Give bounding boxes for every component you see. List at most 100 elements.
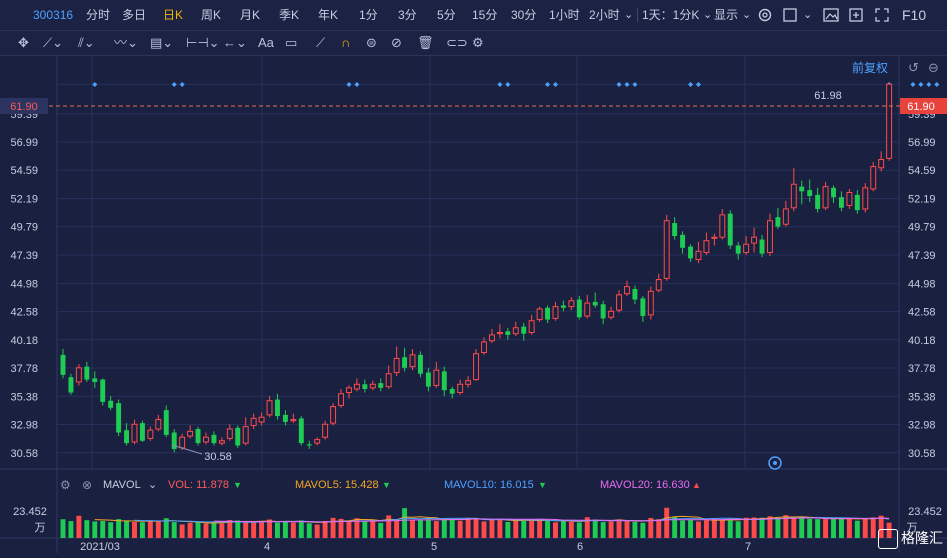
candle[interactable]: [838, 191, 844, 212]
volume-bar[interactable]: [751, 517, 757, 538]
event-marker-icon[interactable]: [926, 82, 932, 87]
volume-bar[interactable]: [870, 517, 876, 538]
candle[interactable]: [815, 187, 821, 213]
candle[interactable]: [92, 371, 98, 388]
volume-bar[interactable]: [672, 516, 678, 538]
volume-bar[interactable]: [680, 520, 686, 538]
fib-tool-icon[interactable]: ▤⌄: [150, 35, 174, 50]
candle[interactable]: [425, 367, 431, 392]
volume-bar[interactable]: [219, 523, 225, 538]
candle[interactable]: [75, 364, 82, 386]
volume-bar[interactable]: [719, 519, 725, 538]
volume-bar[interactable]: [537, 520, 543, 538]
candle[interactable]: [155, 414, 162, 432]
volume-bar[interactable]: [775, 517, 781, 538]
volume-bar[interactable]: [378, 522, 384, 538]
candle[interactable]: [560, 300, 566, 312]
ruler-icon[interactable]: ⟋: [316, 35, 326, 50]
link-icon[interactable]: ⊂⊃: [446, 35, 468, 50]
volume-bar[interactable]: [306, 523, 312, 538]
candle[interactable]: [84, 361, 90, 382]
volume-bar[interactable]: [370, 519, 376, 538]
candle[interactable]: [402, 347, 408, 372]
event-marker-icon[interactable]: [934, 82, 940, 87]
period-tab-15分[interactable]: 15分: [472, 8, 498, 22]
candle[interactable]: [417, 351, 423, 378]
candle[interactable]: [743, 236, 750, 255]
f10-button[interactable]: F10: [902, 7, 927, 23]
candle[interactable]: [306, 440, 312, 449]
candle[interactable]: [703, 232, 710, 255]
reset-icon[interactable]: ⊖: [928, 60, 939, 75]
volume-bar[interactable]: [417, 520, 423, 538]
volume-bar[interactable]: [640, 522, 646, 538]
candle[interactable]: [124, 423, 130, 446]
candle[interactable]: [878, 151, 885, 172]
kline-chart[interactable]: 59.39 59.39 56.99 56.99 54.59 54.59 52.19 52.19…: [0, 56, 947, 553]
candle[interactable]: [545, 305, 551, 324]
chevron-down-icon[interactable]: ⌄: [742, 9, 752, 21]
candle[interactable]: [759, 234, 765, 258]
magnet-icon[interactable]: ∩: [341, 35, 351, 50]
candle[interactable]: [727, 210, 733, 249]
volume-bar[interactable]: [108, 522, 114, 538]
volume-bar[interactable]: [505, 521, 511, 538]
candle[interactable]: [108, 396, 114, 411]
candle[interactable]: [68, 373, 74, 395]
volume-bar[interactable]: [838, 518, 844, 538]
candle[interactable]: [751, 227, 758, 253]
candle[interactable]: [131, 419, 138, 445]
volume-bar[interactable]: [703, 520, 709, 538]
candle[interactable]: [457, 379, 464, 395]
volume-bar[interactable]: [513, 520, 519, 538]
period-tab-1小时[interactable]: 1小时: [549, 8, 580, 22]
volume-bar[interactable]: [664, 507, 670, 538]
candle[interactable]: [266, 396, 273, 418]
candle[interactable]: [187, 425, 194, 439]
volume-bar[interactable]: [147, 521, 153, 538]
candle[interactable]: [663, 214, 670, 281]
candle[interactable]: [235, 425, 241, 448]
volume-bar[interactable]: [608, 521, 614, 538]
candle[interactable]: [441, 366, 447, 397]
period-tab-2小时[interactable]: 2小时: [589, 8, 620, 22]
event-marker-icon[interactable]: [171, 82, 177, 87]
volume-bar[interactable]: [807, 518, 813, 538]
candle[interactable]: [496, 324, 503, 339]
candle[interactable]: [854, 190, 860, 214]
candle[interactable]: [211, 431, 217, 446]
lock-drawing-icon[interactable]: ⊜: [366, 35, 377, 50]
volume-bar[interactable]: [648, 517, 654, 538]
range-tool-icon[interactable]: ⊢⊣⌄: [186, 35, 220, 50]
volume-bar[interactable]: [688, 519, 693, 538]
volume-bar[interactable]: [711, 519, 717, 538]
volume-bar[interactable]: [441, 518, 447, 538]
crosshair-icon[interactable]: ✥: [18, 35, 29, 50]
candle[interactable]: [846, 188, 853, 209]
volume-bar[interactable]: [425, 519, 431, 538]
volume-bar[interactable]: [68, 521, 74, 538]
candle[interactable]: [369, 380, 376, 391]
close-icon[interactable]: ⊗: [82, 478, 93, 492]
volume-bar[interactable]: [267, 519, 272, 538]
volume-bar[interactable]: [124, 520, 130, 538]
candle[interactable]: [171, 428, 177, 453]
volume-bar[interactable]: [846, 518, 852, 538]
candle[interactable]: [536, 306, 543, 322]
volume-bar[interactable]: [568, 521, 574, 538]
volume-bar[interactable]: [346, 521, 352, 538]
locate-icon[interactable]: [768, 456, 782, 470]
comment-icon[interactable]: ▭: [285, 35, 298, 50]
event-marker-icon[interactable]: [545, 82, 551, 87]
candle[interactable]: [409, 348, 416, 371]
volume-bar[interactable]: [179, 524, 185, 538]
volume-bar[interactable]: [322, 520, 328, 538]
candle[interactable]: [362, 379, 368, 393]
candle[interactable]: [688, 244, 693, 262]
period-tab-分时[interactable]: 分时: [86, 8, 111, 22]
volume-bar[interactable]: [203, 523, 209, 538]
volume-bar[interactable]: [560, 520, 566, 538]
undo-icon[interactable]: ↺: [908, 60, 919, 75]
candle[interactable]: [275, 393, 280, 420]
period-tab-年K[interactable]: 年K: [318, 8, 339, 22]
